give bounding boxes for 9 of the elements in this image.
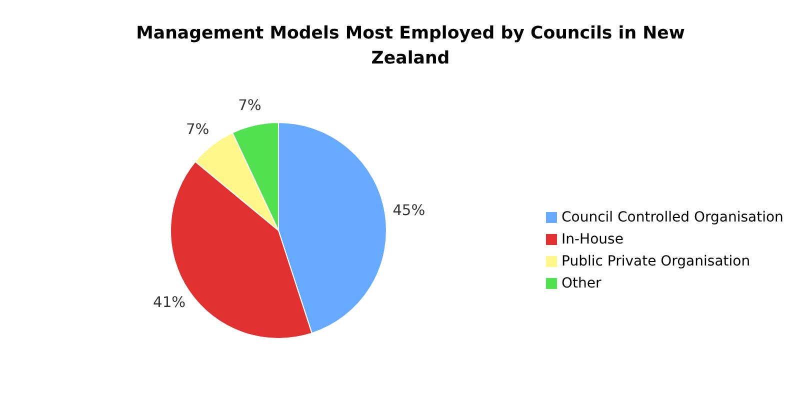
legend-label: Public Private Organisation <box>562 254 750 270</box>
legend-label: In-House <box>562 232 624 248</box>
data-label: 7% <box>186 120 210 138</box>
legend-label: Other <box>562 276 602 292</box>
data-label: 41% <box>153 294 186 311</box>
data-label: 7% <box>238 97 262 114</box>
legend-label: Council Controlled Organisation <box>562 210 784 226</box>
data-label: 45% <box>392 202 426 219</box>
chart-title: Management Models Most Employed by Councils in New Zealand <box>136 24 685 68</box>
